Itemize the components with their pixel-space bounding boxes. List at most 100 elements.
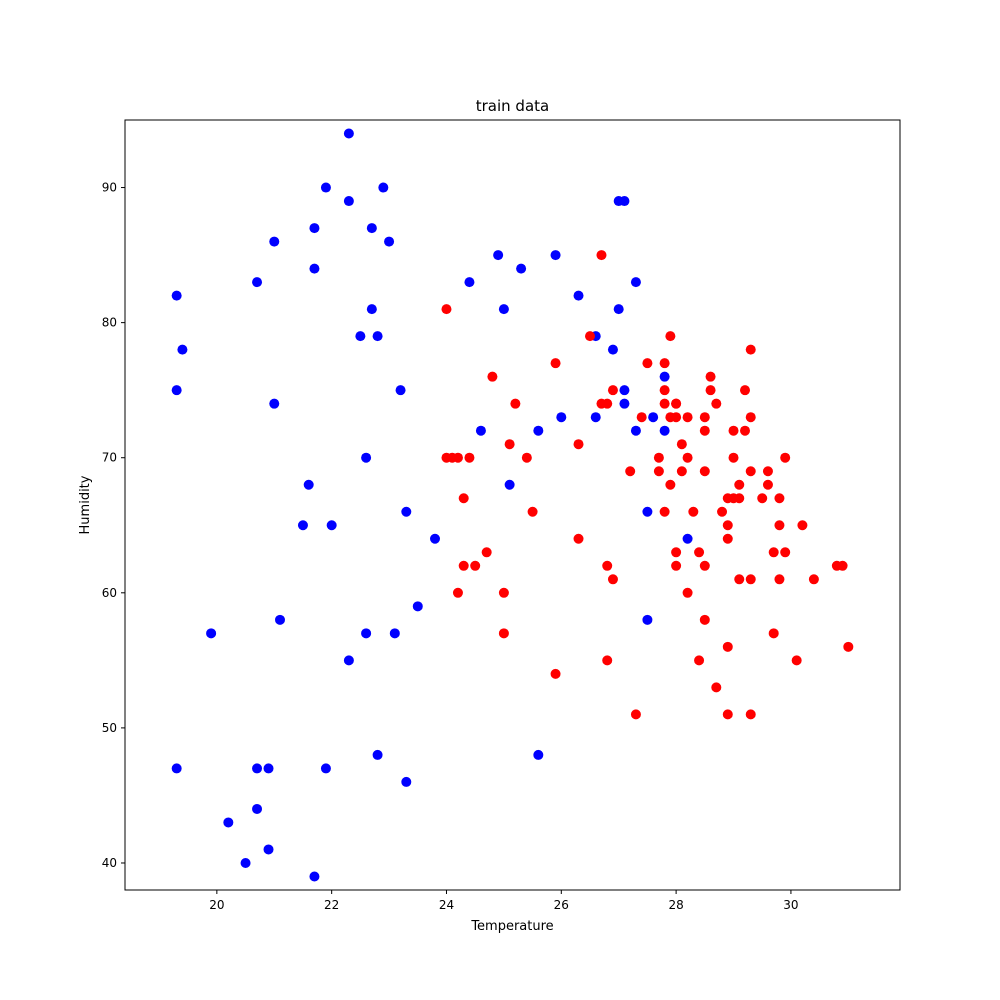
data-point [493,250,504,261]
data-point [378,182,389,193]
data-point [550,668,561,679]
data-point [699,614,710,625]
x-tick-label: 20 [209,898,224,912]
data-point [269,398,280,409]
data-point [711,398,722,409]
data-point [470,560,481,571]
data-point [452,452,463,463]
data-point [252,803,263,814]
data-point [808,574,819,585]
data-point [768,628,779,639]
data-point [837,560,848,571]
data-point [722,641,733,652]
data-point [722,520,733,531]
data-point [366,223,377,234]
data-point [711,682,722,693]
data-point [745,344,756,355]
data-point [762,479,773,490]
data-point [412,601,423,612]
data-point [464,452,475,463]
data-point [171,763,182,774]
x-axis-ticks: 20 22 24 26 28 30 [209,890,799,912]
data-point [636,412,647,423]
data-point [366,304,377,315]
data-point [452,587,463,598]
data-point [659,371,670,382]
data-point [389,628,400,639]
data-point [297,520,308,531]
data-point [263,763,274,774]
data-point [745,574,756,585]
data-point [745,709,756,720]
x-tick-label: 26 [554,898,569,912]
data-point [659,425,670,436]
data-point [533,425,544,436]
x-tick-label: 30 [783,898,798,912]
data-point [762,466,773,477]
data-point [642,358,653,369]
data-point [642,506,653,517]
data-point [550,358,561,369]
data-point [705,371,716,382]
data-point [303,479,314,490]
data-point [653,452,664,463]
data-point [607,385,618,396]
data-point [843,641,854,652]
data-point [717,506,728,517]
data-point [361,628,372,639]
data-point [320,182,331,193]
data-point [556,412,567,423]
data-point [395,385,406,396]
data-point [430,533,440,544]
data-point [734,493,745,504]
data-point [573,290,584,301]
data-point [309,871,320,882]
data-point [745,466,756,477]
data-point [774,493,785,504]
data-point [343,128,354,139]
data-point [630,709,641,720]
data-point [607,574,618,585]
data-point [458,560,469,571]
data-point [699,466,710,477]
data-point [682,533,693,544]
plot-frame [124,119,901,891]
data-point [734,479,745,490]
data-point [625,466,636,477]
data-point [682,452,693,463]
data-point [780,452,791,463]
x-tick-label: 24 [439,898,454,912]
data-point [648,412,659,423]
data-point [728,425,739,436]
data-point [171,290,182,301]
data-point [630,425,641,436]
data-point [619,385,630,396]
data-point [458,493,469,504]
y-tick-label: 70 [102,451,117,465]
data-point [177,344,188,355]
data-point [527,506,538,517]
data-point [722,709,733,720]
data-point [682,412,693,423]
data-point [671,398,682,409]
data-point [671,560,682,571]
data-point [263,844,274,855]
data-point [498,587,509,598]
data-point [694,547,705,558]
data-point [602,398,613,409]
data-point [676,439,687,450]
data-point [596,250,607,261]
data-point [401,506,412,517]
data-point [498,304,509,315]
data-point [309,223,320,234]
data-point [682,587,693,598]
x-tick-label: 22 [324,898,339,912]
data-point [688,506,699,517]
data-point [757,493,768,504]
data-point [728,452,739,463]
data-point [665,479,676,490]
data-point [619,196,630,207]
data-point [722,533,733,544]
data-point [791,655,802,666]
